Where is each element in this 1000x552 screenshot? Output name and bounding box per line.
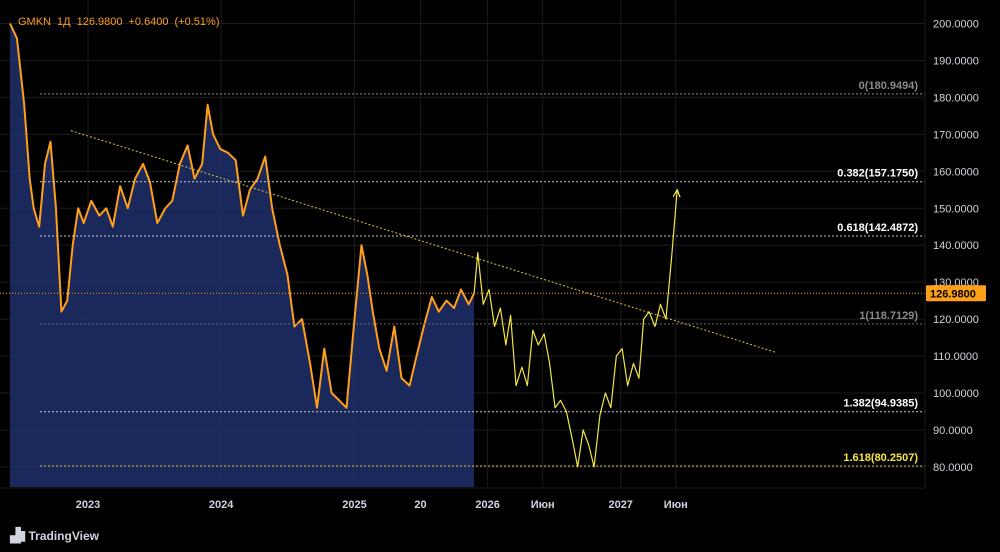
- tradingview-logo[interactable]: ▟▮ TradingView: [10, 527, 99, 544]
- current-price-tag: [926, 285, 986, 302]
- change-pct-label: (+0.51%): [174, 16, 220, 28]
- x-tick-label: 20: [414, 499, 426, 511]
- y-tick-label: 170.0000: [933, 129, 979, 141]
- change-label: +0.6400: [128, 16, 169, 28]
- y-tick-label: 140.0000: [933, 240, 979, 252]
- fib-level-label: 1(118.7129): [859, 310, 918, 322]
- x-tick-label: 2027: [608, 499, 632, 511]
- projection-line: [473, 189, 678, 468]
- projection-arrow-icon: [672, 188, 681, 198]
- fib-level-label: 0.618(142.4872): [837, 222, 918, 234]
- price-axis-panel: [925, 0, 1000, 552]
- y-tick-label: 110.0000: [933, 351, 978, 363]
- trendline: [70, 130, 776, 353]
- current-price-tag-label: 126.9800: [930, 288, 976, 300]
- tradingview-logo-icon: ▟▮: [10, 527, 27, 543]
- x-tick-label: Июн: [531, 499, 555, 511]
- y-tick-label: 150.0000: [933, 203, 979, 215]
- x-tick-label: 2024: [209, 499, 234, 511]
- price-line: [9, 23, 476, 409]
- last-price-label: 126.9800: [76, 16, 123, 28]
- symbol-label[interactable]: GMKN: [18, 16, 51, 28]
- y-tick-label: 190.0000: [933, 55, 979, 67]
- x-tick-label: 2025: [342, 499, 366, 511]
- y-tick-label: 90.0000: [933, 425, 973, 437]
- y-tick-label: 200.0000: [933, 19, 979, 31]
- price-area: [10, 23, 475, 487]
- y-tick-label: 160.0000: [933, 166, 979, 178]
- x-tick-label: 2026: [475, 499, 499, 511]
- x-tick-label: Июн: [664, 499, 688, 511]
- tradingview-brand-label: TradingView: [28, 528, 99, 543]
- chart-header: GMKN 1Д 126.9800 +0.6400 (+0.51%): [18, 16, 226, 28]
- time-axis-panel: [0, 488, 1000, 552]
- y-tick-label: 120.0000: [933, 314, 979, 326]
- y-tick-label: 80.0000: [933, 462, 973, 474]
- x-tick-label: 2023: [76, 499, 100, 511]
- fib-level-label: 1.618(80.2507): [843, 452, 918, 464]
- fib-level-label: 0.382(157.1750): [837, 168, 918, 180]
- fib-level-label: 1.382(94.9385): [843, 398, 918, 410]
- y-tick-label: 180.0000: [933, 92, 979, 104]
- interval-label[interactable]: 1Д: [57, 16, 71, 28]
- fib-level-label: 0(180.9494): [859, 80, 919, 92]
- y-tick-label: 100.0000: [933, 388, 979, 400]
